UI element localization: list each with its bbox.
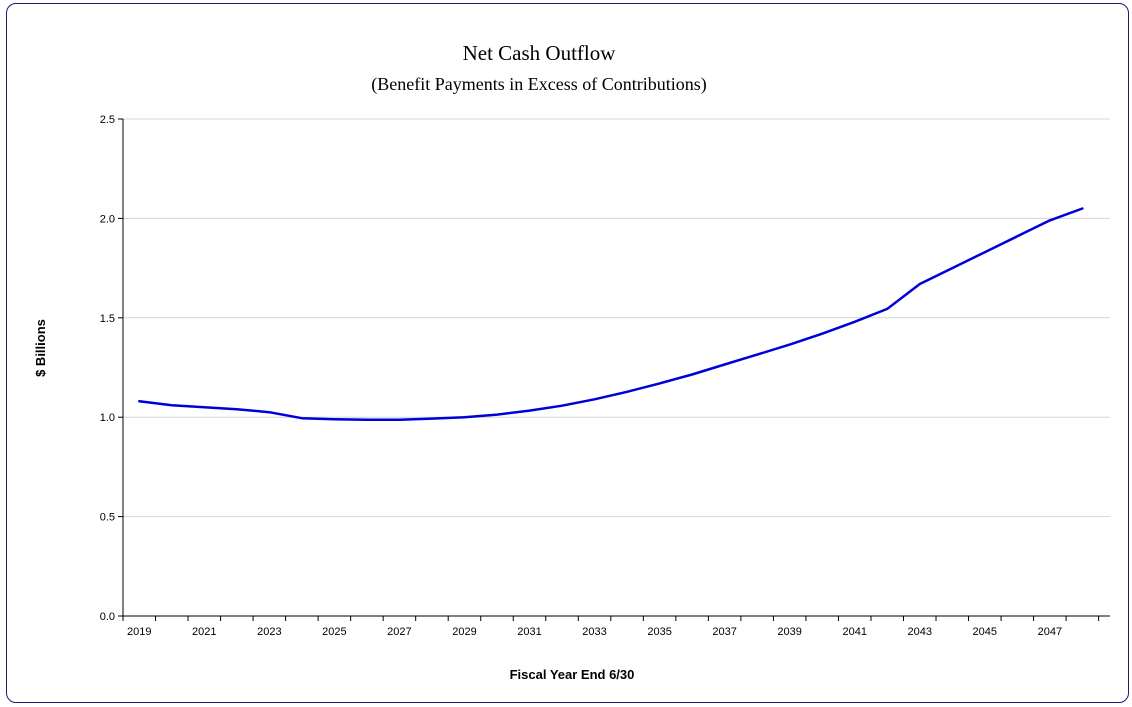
- x-tick-label: 2041: [842, 626, 866, 638]
- x-tick-label: 2021: [192, 626, 216, 638]
- x-tick-label: 2023: [257, 626, 281, 638]
- y-tick-label: 2.0: [100, 213, 115, 225]
- x-axis-label: Fiscal Year End 6/30: [510, 667, 635, 682]
- y-tick-label: 2.5: [100, 114, 115, 126]
- axes: [118, 118, 1110, 621]
- chart-title: Net Cash Outflow: [463, 41, 617, 65]
- x-tick-label: 2047: [1038, 626, 1062, 638]
- x-tick-label: 2045: [973, 626, 997, 638]
- y-tick-label: 0.5: [100, 512, 115, 524]
- chart-frame: Net Cash Outflow (Benefit Payments in Ex…: [6, 3, 1129, 703]
- x-tick-label: 2043: [908, 626, 932, 638]
- x-tick-label: 2019: [127, 626, 151, 638]
- x-tick-label: 2027: [387, 626, 411, 638]
- tick-labels: 0.0 0.5 1.0 1.5 2.0 2.5 2019 2021 2023 2025 2027 20…: [100, 114, 1062, 638]
- series-line: [138, 207, 1084, 422]
- y-axis-label: $ Billions: [33, 319, 48, 377]
- x-tick-label: 2029: [452, 626, 476, 638]
- x-tick-label: 2037: [712, 626, 736, 638]
- x-tick-label: 2031: [517, 626, 541, 638]
- line-chart: Net Cash Outflow (Benefit Payments in Ex…: [33, 41, 1110, 682]
- y-tick-label: 1.5: [100, 313, 115, 325]
- y-tick-label: 1.0: [100, 412, 115, 424]
- x-tick-label: 2039: [777, 626, 801, 638]
- gridlines: [123, 118, 1110, 518]
- x-tick-label: 2035: [647, 626, 671, 638]
- x-tick-label: 2025: [322, 626, 346, 638]
- y-tick-label: 0.0: [100, 611, 115, 623]
- x-tick-label: 2033: [582, 626, 606, 638]
- chart-subtitle: (Benefit Payments in Excess of Contribut…: [371, 74, 706, 95]
- series-layer: [138, 207, 1084, 422]
